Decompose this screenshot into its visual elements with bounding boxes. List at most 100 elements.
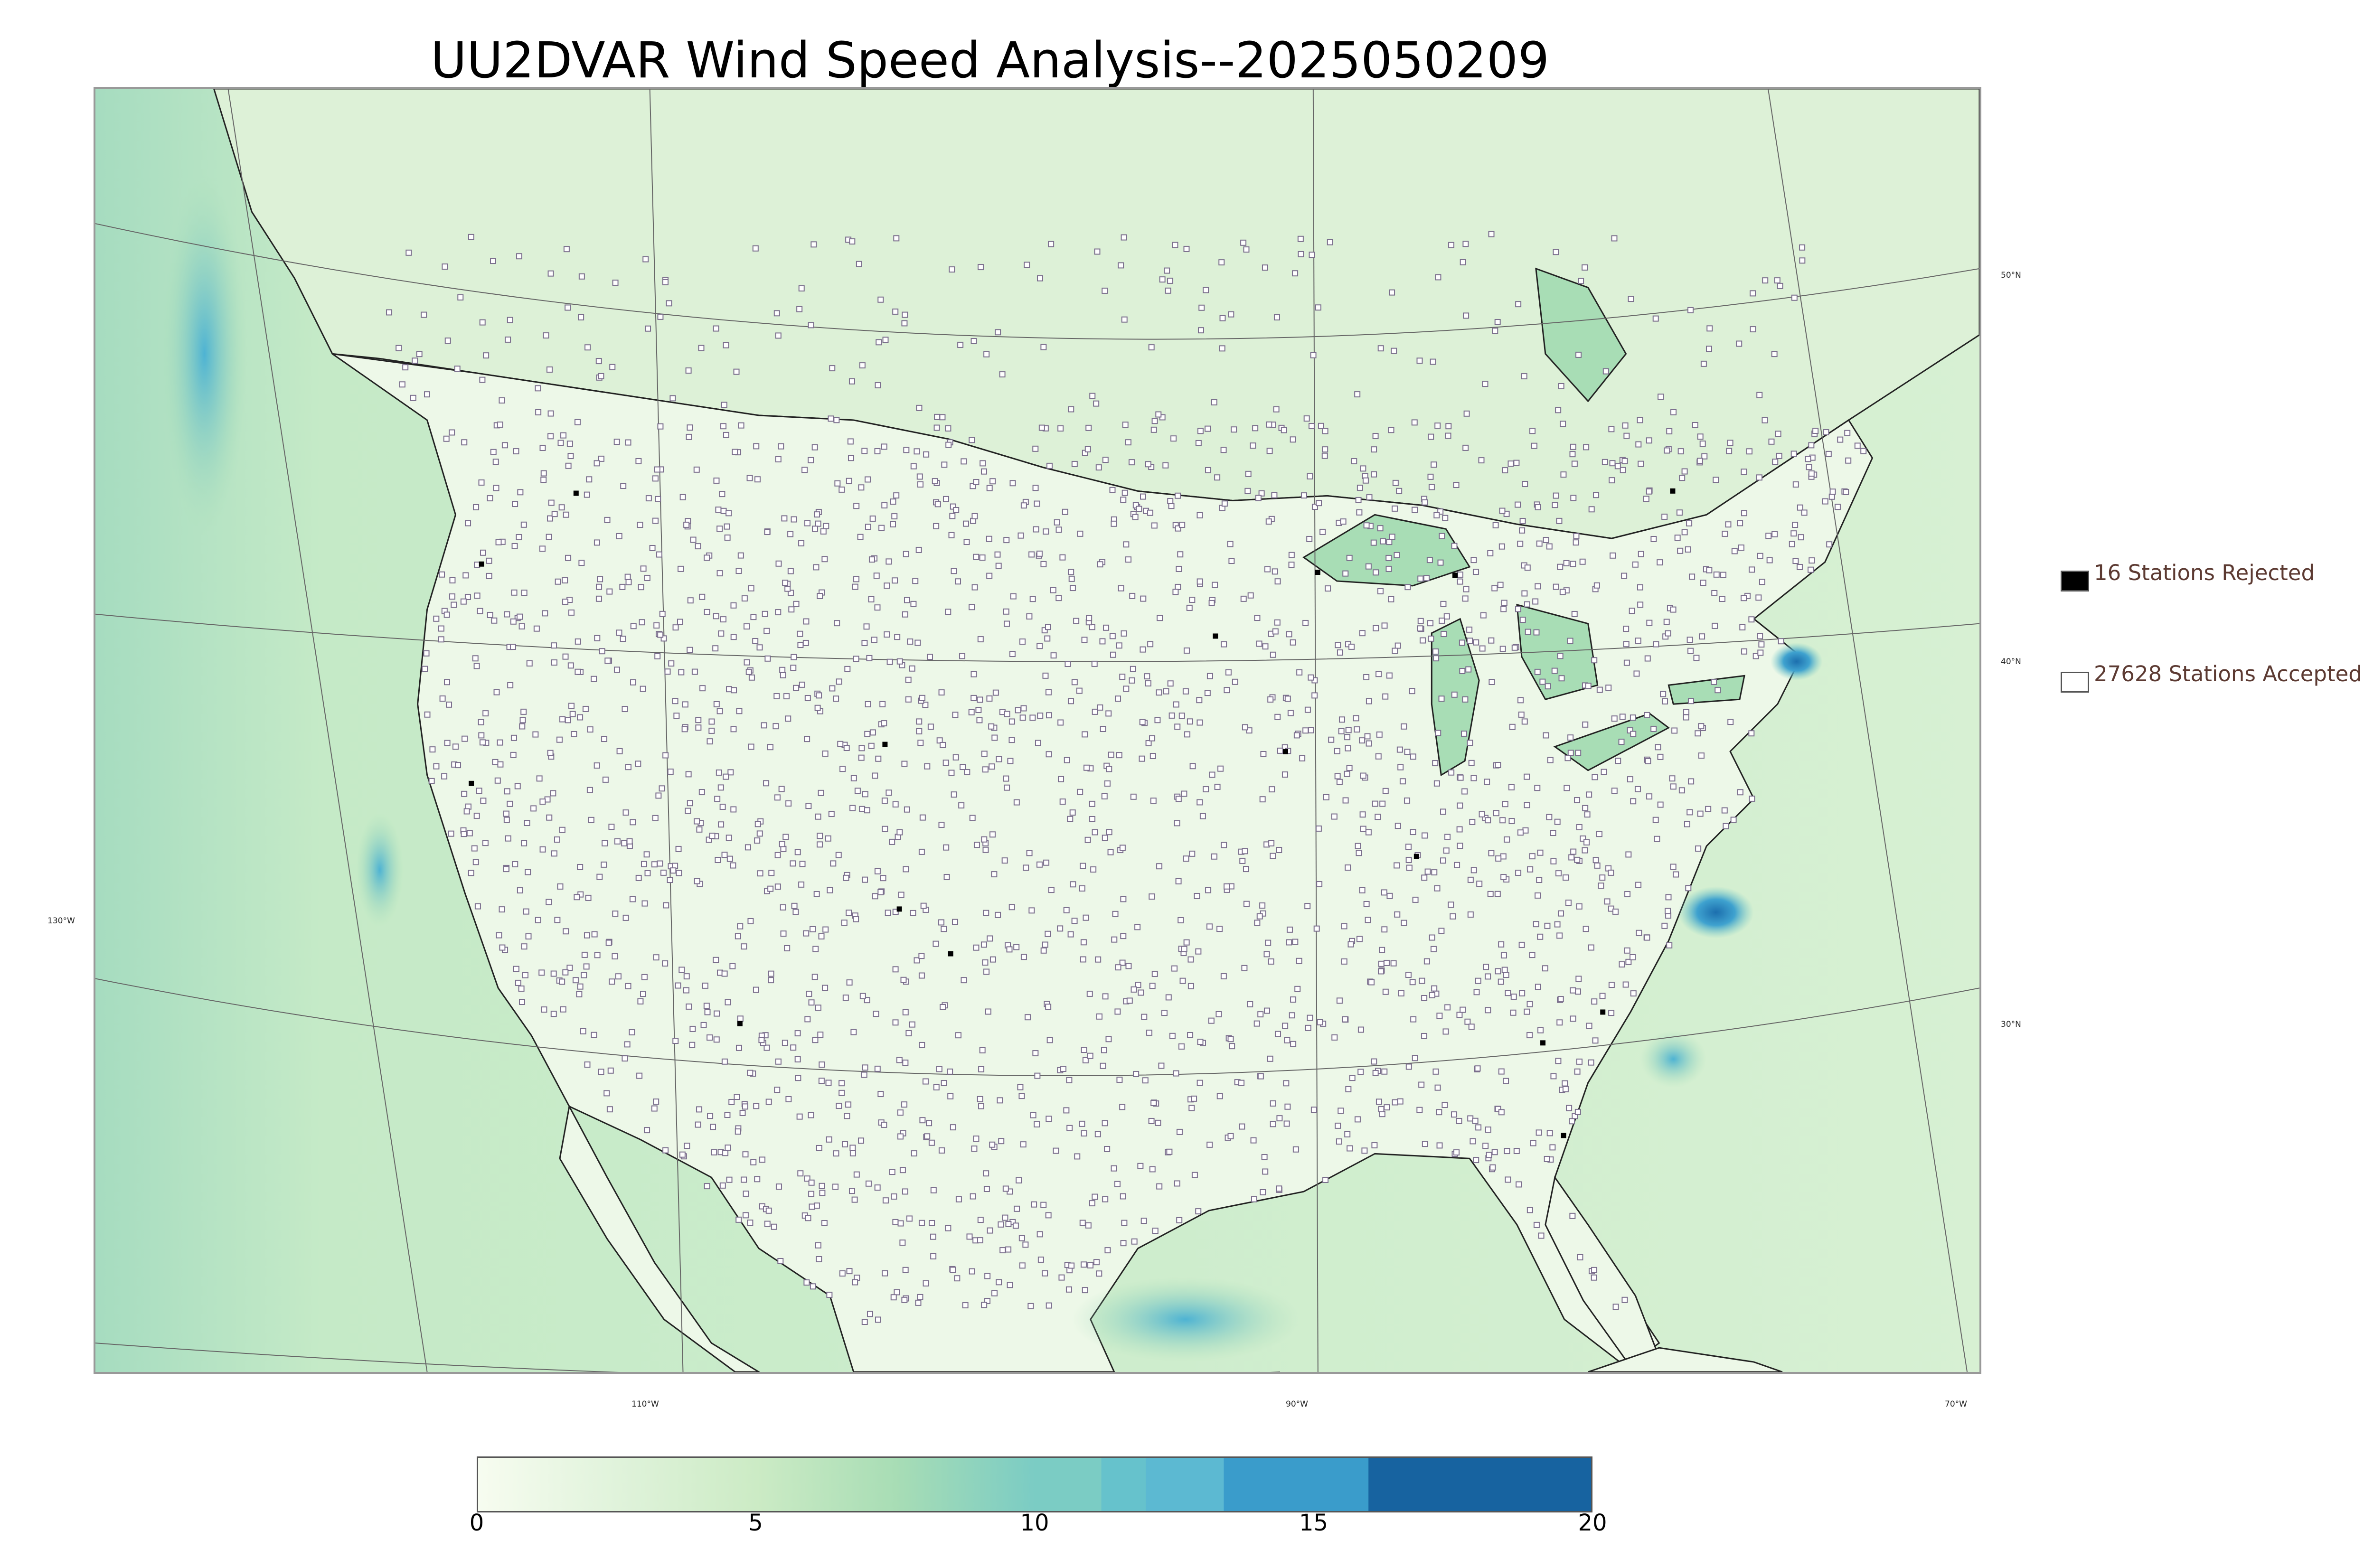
station-marker — [1114, 1181, 1121, 1187]
station-marker — [547, 515, 554, 522]
station-marker — [1392, 648, 1398, 654]
station-marker — [1130, 666, 1136, 672]
station-marker — [1444, 834, 1451, 840]
station-marker — [1018, 1235, 1025, 1241]
station-marker — [735, 933, 741, 939]
station-marker — [668, 660, 675, 667]
station-marker — [538, 969, 545, 976]
station-marker — [897, 1109, 904, 1116]
station-marker — [1798, 534, 1804, 541]
station-marker — [1619, 961, 1625, 968]
station-marker — [1036, 550, 1043, 557]
station-marker — [1100, 726, 1106, 732]
station-marker — [676, 870, 682, 876]
station-marker — [655, 496, 661, 502]
station-marker — [721, 402, 727, 408]
station-marker — [1454, 862, 1460, 868]
station-marker — [856, 261, 862, 267]
station-marker — [1588, 944, 1594, 951]
station-marker — [1665, 894, 1672, 901]
station-marker — [1091, 660, 1098, 667]
station-marker — [1598, 883, 1604, 889]
station-marker — [1453, 482, 1460, 488]
station-marker — [909, 1021, 915, 1028]
station-marker — [1364, 733, 1371, 740]
station-marker — [1757, 633, 1763, 639]
station-marker — [1687, 698, 1694, 704]
station-marker — [821, 1220, 828, 1226]
station-marker — [1809, 557, 1815, 564]
station-marker — [1551, 667, 1558, 674]
station-marker — [1560, 421, 1566, 427]
station-marker — [861, 640, 868, 647]
station-marker — [1105, 710, 1112, 717]
station-marker — [1665, 630, 1671, 637]
station-marker — [771, 1223, 777, 1230]
station-marker — [1060, 1066, 1067, 1072]
station-marker — [741, 943, 747, 950]
station-marker — [1240, 595, 1247, 602]
station-marker — [1513, 1148, 1520, 1154]
station-marker — [1203, 786, 1209, 793]
station-marker — [1239, 857, 1246, 864]
station-marker — [774, 794, 781, 801]
station-marker — [473, 812, 480, 819]
station-marker — [1355, 497, 1362, 503]
station-marker — [919, 1117, 926, 1124]
station-marker — [848, 378, 855, 385]
station-marker — [695, 717, 702, 723]
station-marker — [1556, 1019, 1563, 1026]
station-marker — [1338, 728, 1345, 734]
station-marker — [1341, 958, 1347, 965]
station-marker — [959, 653, 966, 659]
station-marker — [1371, 1142, 1378, 1149]
station-marker — [442, 263, 448, 270]
rejected-station-marker — [1413, 854, 1419, 859]
station-marker — [1354, 1116, 1361, 1123]
station-marker — [1266, 421, 1272, 428]
station-marker — [386, 309, 393, 316]
station-marker — [1262, 264, 1268, 271]
station-marker — [892, 801, 899, 807]
station-marker — [747, 1220, 754, 1226]
station-marker — [943, 844, 950, 851]
station-marker — [1482, 381, 1488, 387]
station-marker — [1043, 528, 1049, 535]
station-marker — [1269, 786, 1275, 793]
station-marker — [1289, 1012, 1295, 1019]
station-marker — [707, 738, 713, 745]
station-marker — [560, 432, 567, 439]
station-marker — [530, 805, 537, 812]
station-marker — [1790, 451, 1797, 457]
station-marker — [1748, 730, 1755, 737]
station-marker — [1102, 1196, 1109, 1202]
station-marker — [1003, 620, 1010, 627]
station-marker — [1440, 857, 1446, 864]
station-marker — [586, 787, 593, 793]
station-marker — [1570, 987, 1576, 994]
station-marker — [1536, 1129, 1542, 1136]
station-marker — [1462, 696, 1469, 703]
station-marker — [555, 578, 561, 585]
station-marker — [1748, 616, 1755, 623]
station-marker — [969, 437, 975, 443]
station-marker — [559, 716, 566, 723]
lon-label-90w: 90°W — [1286, 1399, 1308, 1409]
station-marker — [1286, 631, 1292, 638]
station-marker — [730, 806, 737, 813]
lon-label-110w: 110°W — [631, 1399, 659, 1409]
station-marker — [691, 668, 698, 675]
station-marker — [983, 910, 989, 916]
station-marker — [962, 520, 969, 527]
station-marker — [1238, 1080, 1245, 1086]
station-marker — [637, 521, 643, 528]
station-marker — [1635, 441, 1642, 448]
station-marker — [1048, 887, 1055, 893]
station-marker — [1377, 525, 1384, 532]
station-marker — [1215, 1011, 1222, 1017]
station-marker — [1504, 1148, 1510, 1155]
station-marker — [1342, 570, 1349, 577]
station-marker — [1486, 1152, 1492, 1158]
station-marker — [606, 588, 613, 595]
station-marker — [1550, 858, 1557, 864]
